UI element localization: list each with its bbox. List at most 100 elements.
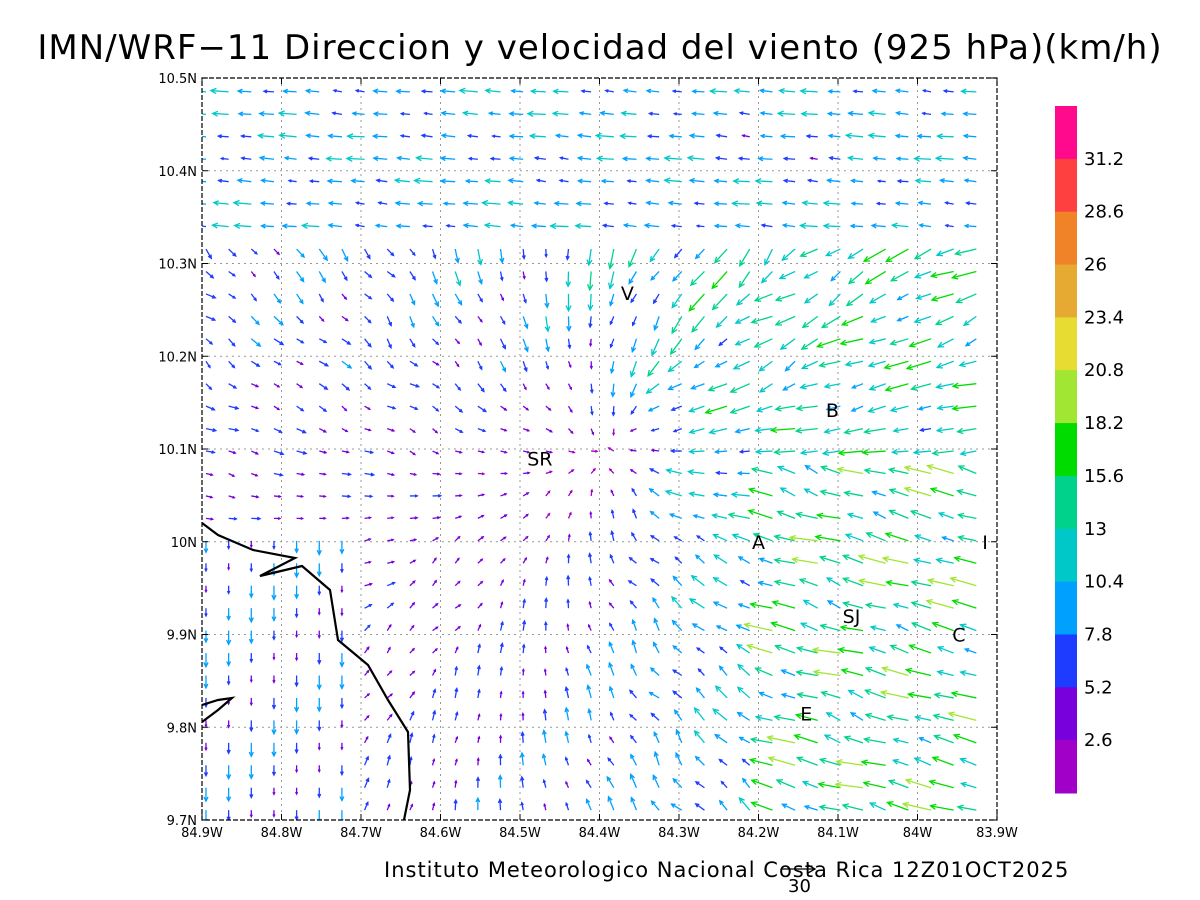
wind-vector-head <box>774 295 783 302</box>
wind-vector <box>859 579 886 587</box>
wind-vector-head <box>758 387 766 393</box>
wind-vector <box>250 338 261 347</box>
wind-vector-head <box>226 661 232 667</box>
wind-vector <box>621 112 637 116</box>
wind-vector-head <box>478 279 483 286</box>
wind-vector <box>740 580 751 587</box>
wind-vector-head <box>299 385 304 389</box>
wind-vector <box>644 224 660 228</box>
wind-vector-head <box>570 430 574 435</box>
wind-vector-head <box>844 132 852 139</box>
wind-vector-head <box>830 276 836 282</box>
wind-vector <box>774 450 796 453</box>
wind-vector-head <box>302 450 308 455</box>
wind-vector-head <box>432 688 437 693</box>
wind-vector-head <box>528 133 536 140</box>
wind-vector <box>672 224 682 228</box>
colorbar-label: 5.2 <box>1084 677 1113 698</box>
y-tick-label: 9.8N <box>167 721 197 736</box>
wind-vector-head <box>773 714 781 721</box>
wind-vector <box>738 603 750 609</box>
wind-vector-head <box>609 368 615 375</box>
wind-vector-head <box>535 178 541 183</box>
wind-vector-head <box>600 178 607 184</box>
wind-vector-head <box>921 111 926 116</box>
wind-vector-head <box>391 581 396 586</box>
wind-vector-head <box>504 428 508 432</box>
wind-vector-head <box>935 250 944 257</box>
wind-vector <box>532 225 546 228</box>
wind-vector <box>671 803 683 811</box>
wind-vector-head <box>957 465 965 472</box>
wind-vector <box>739 797 751 811</box>
wind-vector <box>630 361 638 377</box>
wind-vector-head <box>628 260 634 268</box>
wind-vector-head <box>841 577 850 584</box>
wind-vector <box>936 157 954 160</box>
wind-vector <box>813 648 841 654</box>
wind-vector-head <box>650 578 655 583</box>
wind-vector <box>932 622 954 632</box>
wind-vector-head <box>782 178 789 184</box>
wind-vector-head <box>219 156 224 161</box>
wind-vector-head <box>576 178 583 184</box>
y-tick-label: 9.7N <box>167 814 197 829</box>
wind-vector <box>228 405 239 410</box>
wind-vector-head <box>693 706 700 714</box>
wind-vector-head <box>411 624 415 629</box>
wind-vector-head <box>694 253 701 260</box>
wind-vector-head <box>609 343 614 349</box>
wind-vector <box>775 405 796 410</box>
wind-vector-head <box>735 299 743 306</box>
wind-vector-head <box>908 341 916 348</box>
wind-vector <box>800 224 818 228</box>
wind-vector-head <box>826 111 833 117</box>
wind-vector <box>820 556 841 564</box>
wind-vector <box>750 603 773 609</box>
wind-vector-head <box>879 690 888 697</box>
wind-vector <box>630 405 638 415</box>
wind-vector <box>796 513 818 520</box>
wind-vector-head <box>566 325 572 333</box>
wind-vector-head <box>603 201 608 206</box>
wind-vector-head <box>926 578 935 585</box>
wind-vector-head <box>692 514 698 519</box>
wind-vector-head <box>543 802 547 807</box>
wind-vector-head <box>645 88 652 94</box>
wind-vector <box>755 427 773 432</box>
wind-vector-head <box>580 89 586 94</box>
wind-vector-head <box>825 405 832 412</box>
wind-vector <box>709 427 728 434</box>
wind-vector <box>828 112 841 116</box>
wind-vector <box>952 599 977 609</box>
wind-vector-head <box>629 600 634 605</box>
wind-vector-head <box>491 134 496 139</box>
wind-vector-head <box>316 684 322 691</box>
wind-vector <box>869 383 886 391</box>
wind-vector-head <box>815 341 824 349</box>
wind-vector-head <box>631 618 636 625</box>
wind-vector-head <box>867 361 876 368</box>
wind-vector-head <box>729 387 737 393</box>
wind-vector <box>737 712 751 721</box>
wind-vector-head <box>847 110 854 117</box>
wind-vector-head <box>323 494 327 498</box>
wind-vector-head <box>754 714 762 721</box>
wind-vector <box>828 293 841 306</box>
wind-vector <box>756 716 773 722</box>
wind-vector <box>545 316 549 332</box>
wind-vector <box>632 640 638 654</box>
wind-vector-head <box>509 223 516 229</box>
wind-vector <box>778 466 796 475</box>
wind-vector-head <box>818 361 826 368</box>
wind-vector-head <box>295 791 299 796</box>
wind-vector-head <box>553 200 560 207</box>
wind-vector-head <box>861 449 869 456</box>
wind-vector <box>454 688 458 699</box>
wind-vector <box>889 510 909 519</box>
wind-vector-head <box>368 560 372 564</box>
wind-vector <box>965 225 977 228</box>
wind-vector-head <box>889 406 898 413</box>
wind-vector-head <box>435 626 439 630</box>
wind-vector-head <box>232 252 237 257</box>
